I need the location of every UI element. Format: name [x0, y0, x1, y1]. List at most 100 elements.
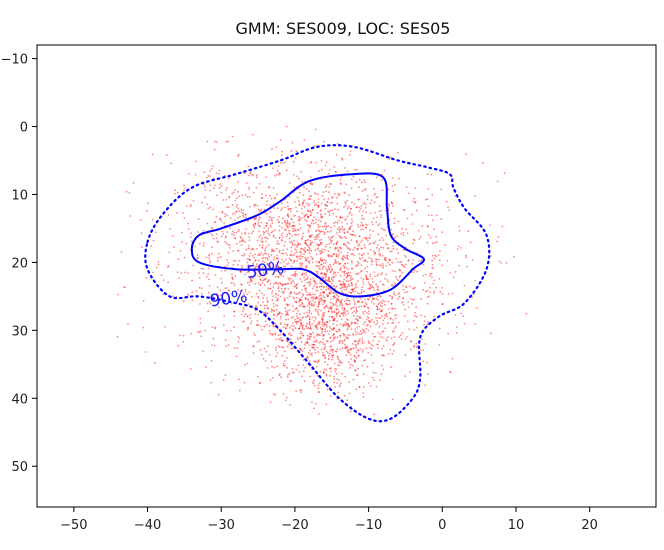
scatter-point [167, 265, 170, 268]
scatter-point [371, 260, 374, 263]
scatter-point [380, 373, 383, 376]
scatter-point [233, 234, 235, 237]
scatter-point [236, 249, 239, 252]
scatter-point [281, 291, 284, 293]
scatter-point [376, 176, 378, 179]
scatter-point [257, 375, 259, 378]
scatter-point [248, 258, 251, 261]
scatter-point [312, 382, 315, 385]
scatter-point [248, 258, 251, 261]
scatter-point [361, 247, 363, 250]
scatter-point [292, 225, 295, 228]
scatter-point [358, 210, 361, 213]
scatter-point [332, 327, 335, 330]
scatter-point [356, 264, 358, 266]
scatter-point [267, 232, 269, 235]
scatter-point [332, 327, 335, 330]
scatter-point [244, 288, 247, 291]
scatter-point [321, 318, 324, 321]
chart-title: GMM: SES009, LOC: SES05 [236, 19, 451, 38]
scatter-point [297, 243, 300, 246]
scatter-point [343, 334, 345, 337]
scatter-point [248, 239, 251, 242]
scatter-point [333, 295, 336, 298]
scatter-point [343, 274, 346, 277]
scatter-point [328, 367, 331, 370]
scatter-point [372, 230, 374, 232]
scatter-point [267, 287, 269, 290]
scatter-point [260, 210, 262, 212]
scatter-point [282, 326, 285, 328]
scatter-point [380, 273, 383, 276]
scatter-point [376, 322, 379, 324]
scatter-point [278, 229, 281, 232]
scatter-point [345, 299, 348, 302]
scatter-point [382, 228, 385, 231]
scatter-point [388, 218, 391, 221]
scatter-point [308, 335, 311, 338]
scatter-point [346, 254, 348, 257]
scatter-point [270, 308, 273, 311]
scatter-point [329, 395, 332, 397]
scatter-point [323, 312, 326, 314]
scatter-point [355, 311, 357, 314]
scatter-point [275, 355, 278, 358]
scatter-point [364, 359, 367, 361]
scatter-point [309, 248, 311, 250]
scatter-point [317, 236, 319, 239]
scatter-point [211, 234, 214, 237]
scatter-point [309, 198, 312, 200]
scatter-point [350, 292, 353, 294]
scatter-point [324, 328, 326, 331]
x-tick-label: −50 [60, 518, 87, 533]
scatter-point [327, 173, 330, 175]
scatter-point [382, 246, 385, 249]
scatter-point [212, 208, 215, 211]
scatter-point [380, 300, 382, 303]
scatter-point [366, 224, 369, 227]
scatter-point [454, 271, 457, 273]
scatter-point [273, 197, 276, 200]
scatter-point [323, 233, 326, 236]
scatter-point [358, 300, 360, 302]
scatter-point [317, 309, 320, 311]
scatter-point [215, 172, 218, 174]
scatter-point [334, 208, 336, 211]
scatter-point [238, 259, 241, 262]
scatter-point [345, 276, 348, 279]
scatter-point [155, 266, 158, 269]
scatter-point [391, 295, 393, 298]
scatter-point [332, 263, 335, 266]
scatter-point [261, 193, 263, 196]
scatter-point [410, 340, 413, 342]
scatter-point [308, 318, 311, 321]
scatter-point [313, 407, 315, 410]
scatter-point [257, 259, 260, 262]
scatter-point [334, 350, 337, 353]
scatter-point [343, 231, 346, 234]
scatter-point [355, 181, 358, 184]
scatter-point [349, 150, 352, 153]
scatter-point [311, 296, 314, 299]
scatter-point [307, 198, 310, 200]
scatter-point [303, 249, 306, 252]
scatter-point [320, 332, 323, 335]
scatter-point [333, 362, 336, 365]
scatter-point [361, 254, 363, 256]
scatter-point [381, 309, 383, 311]
scatter-point [362, 228, 364, 231]
scatter-point [302, 324, 305, 327]
scatter-point [383, 354, 385, 357]
scatter-point [305, 287, 308, 290]
scatter-point [369, 285, 372, 287]
scatter-point [261, 244, 264, 247]
scatter-point [375, 283, 377, 286]
scatter-point [366, 194, 369, 197]
scatter-point [348, 212, 351, 215]
scatter-point [346, 273, 349, 275]
scatter-point [496, 240, 498, 243]
scatter-point [328, 315, 331, 318]
scatter-point [310, 296, 313, 299]
scatter-point [295, 368, 298, 371]
scatter-point [330, 290, 332, 292]
